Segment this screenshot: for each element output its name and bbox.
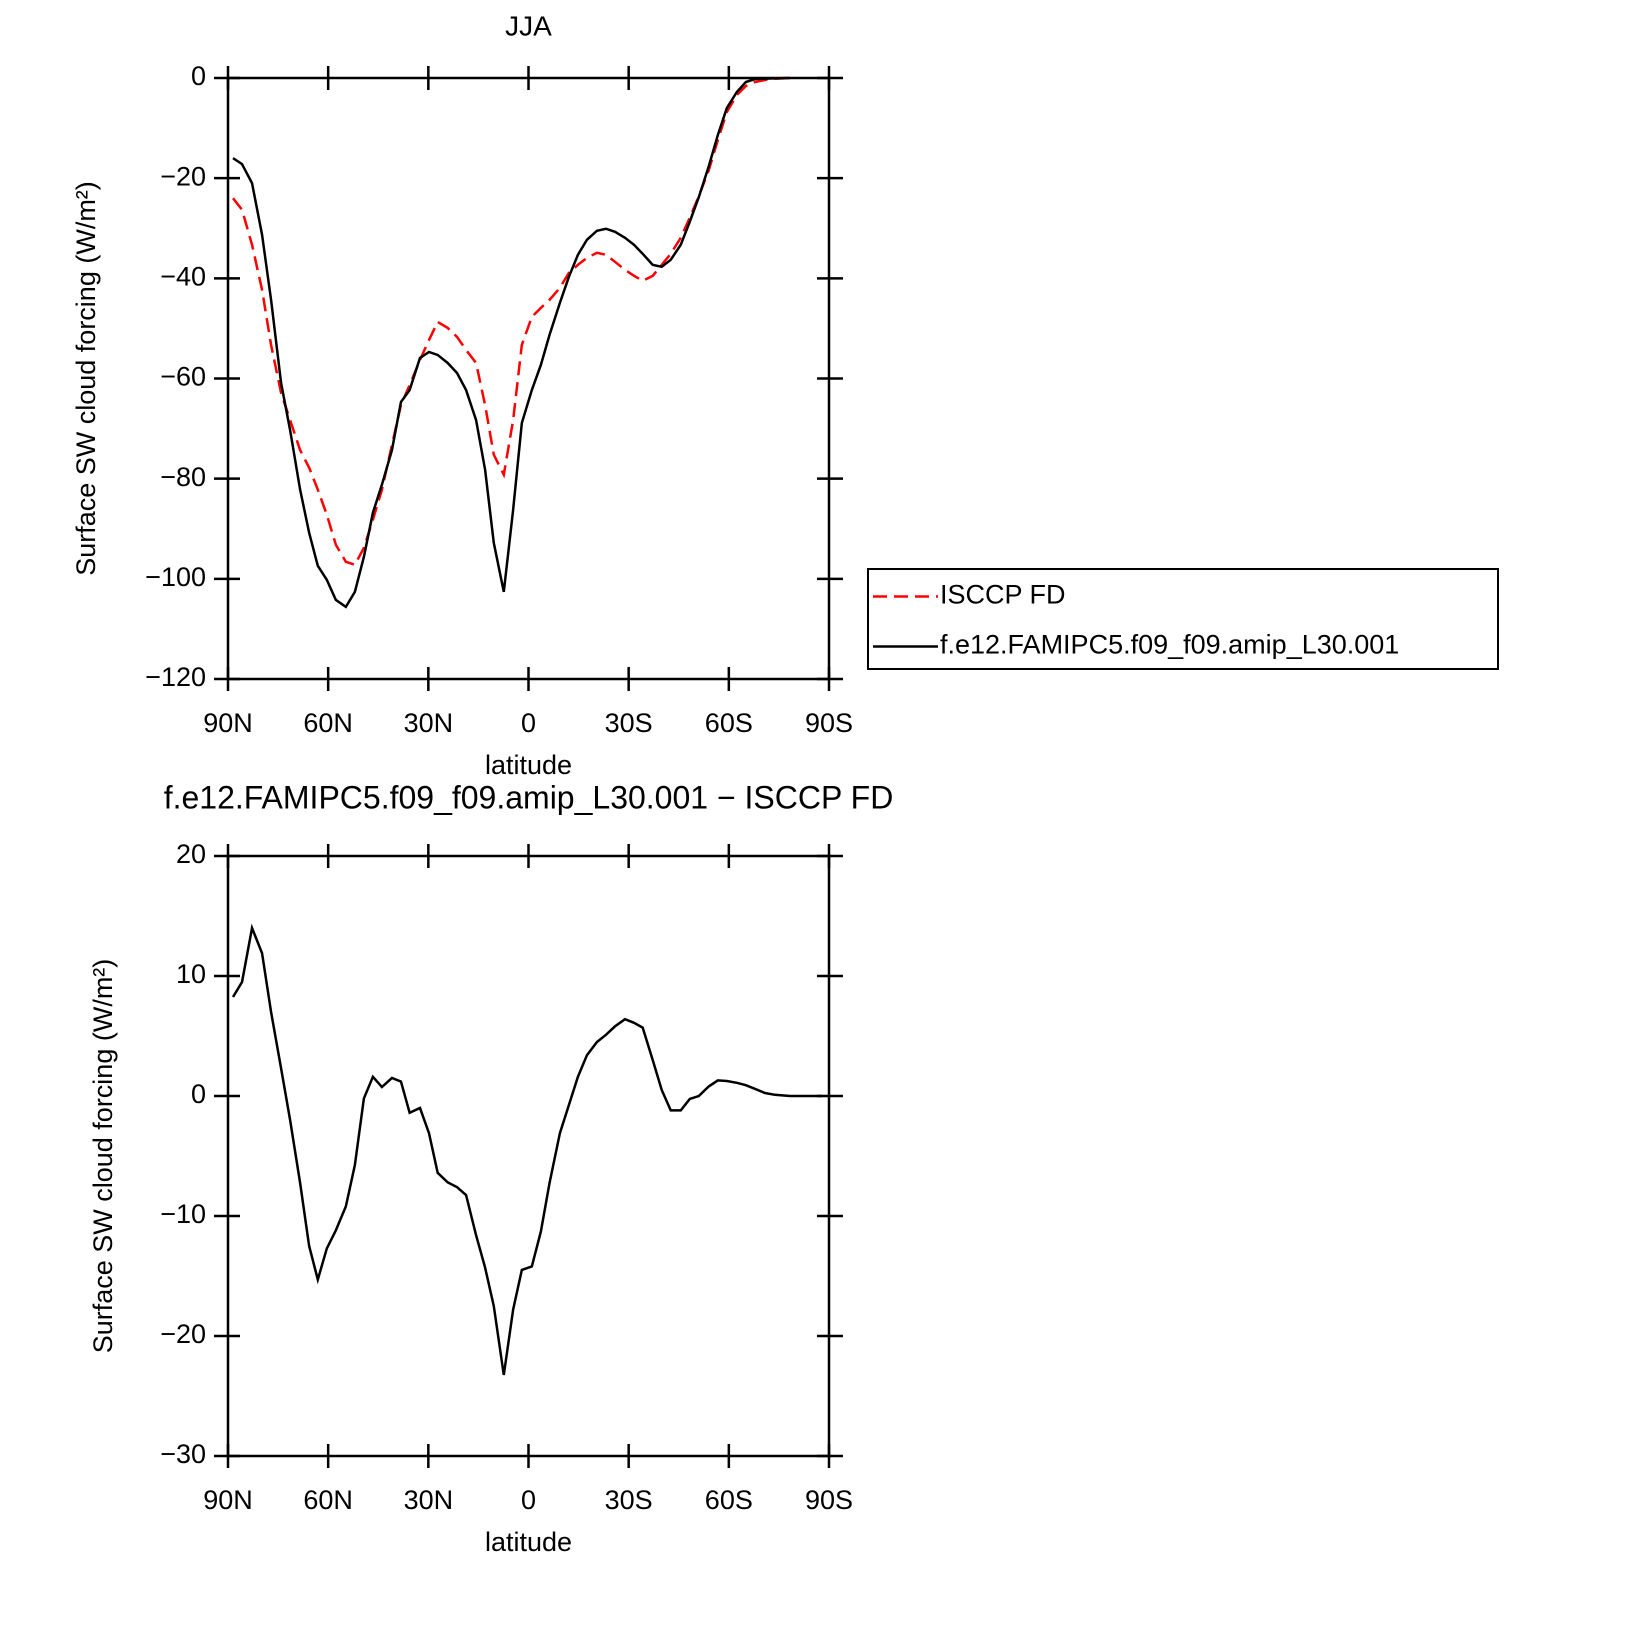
y-tick-label: −80 [160,462,206,492]
x-tick-label: 60S [705,1485,753,1515]
y-tick-label: −20 [160,1319,206,1349]
chart-title: JJA [505,10,552,41]
x-tick-label: 60N [303,708,353,738]
x-tick-label: 30N [404,1485,454,1515]
y-tick-label: −10 [160,1199,206,1229]
y-tick-label: 0 [191,61,206,91]
legend-label: f.e12.FAMIPC5.f09_f09.amip_L30.001 [940,630,1399,660]
y-tick-label: −60 [160,362,206,392]
data-line [232,76,790,609]
x-tick-label: 60N [303,1485,353,1515]
y-axis-label: Surface SW cloud forcing (W/m²) [88,959,118,1354]
x-axis-label: latitude [485,750,572,780]
plot-frame [226,854,831,1458]
y-tick-label: 0 [191,1079,206,1109]
y-axis-label: Surface SW cloud forcing (W/m²) [71,181,101,576]
plot-frame [226,76,831,681]
y-tick-label: 20 [176,839,206,869]
y-tick-label: −30 [160,1439,206,1469]
chart-title: f.e12.FAMIPC5.f09_f09.amip_L30.001 − ISC… [164,779,894,815]
x-tick-label: 90N [203,708,253,738]
data-line [232,76,790,567]
x-tick-label: 90S [805,708,853,738]
x-tick-label: 0 [521,708,536,738]
legend-box [867,568,1499,670]
x-tick-label: 30S [605,708,653,738]
y-tick-label: −120 [145,662,206,692]
data-line [231,923,822,1376]
legend-label: ISCCP FD [940,580,1066,610]
x-tick-label: 60S [705,708,753,738]
x-tick-label: 90S [805,1485,853,1515]
y-tick-label: −100 [145,562,206,592]
x-tick-label: 90N [203,1485,253,1515]
x-tick-label: 0 [521,1485,536,1515]
y-tick-label: −20 [160,161,206,191]
x-tick-label: 30N [404,708,454,738]
y-tick-label: −40 [160,261,206,291]
x-tick-label: 30S [605,1485,653,1515]
y-tick-label: 10 [176,959,206,989]
x-axis-label: latitude [485,1527,572,1557]
